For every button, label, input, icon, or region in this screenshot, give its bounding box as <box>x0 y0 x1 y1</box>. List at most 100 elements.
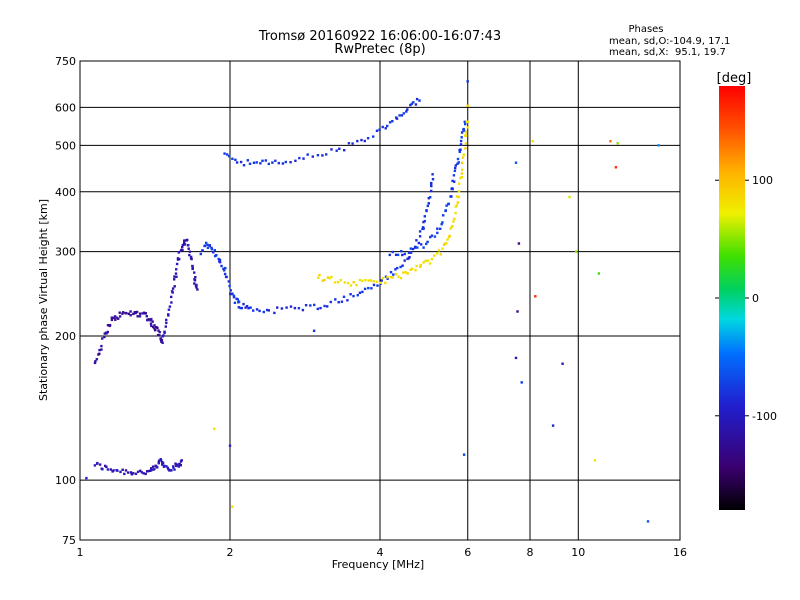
echo-point <box>414 268 417 272</box>
echo-point <box>276 306 279 309</box>
echo-point <box>235 161 239 164</box>
echo-point <box>404 271 407 274</box>
echo-point <box>171 287 175 290</box>
echo-point <box>223 269 226 272</box>
echo-point <box>551 424 555 427</box>
echo-point <box>336 281 340 284</box>
echo-point <box>255 161 258 164</box>
echo-point <box>311 155 314 158</box>
echo-point <box>396 253 400 257</box>
y-tick-label: 75 <box>62 534 76 547</box>
echo-point <box>132 312 135 316</box>
echo-point <box>226 153 229 156</box>
echo-point <box>392 273 395 276</box>
echo-point <box>415 239 418 242</box>
echo-point <box>224 266 227 270</box>
echo-point <box>335 149 338 152</box>
echo-point <box>352 294 355 298</box>
x-tick-label: 16 <box>673 546 687 559</box>
x-tick-label: 6 <box>464 546 471 559</box>
echo-point <box>223 152 226 155</box>
echo-point <box>394 253 398 256</box>
echo-point <box>130 473 133 476</box>
echo-point <box>163 330 166 333</box>
echo-point <box>378 128 381 131</box>
echo-point <box>309 304 312 307</box>
echo-point <box>464 142 468 145</box>
echo-point <box>177 465 180 468</box>
echo-point <box>340 300 344 303</box>
echo-point <box>351 142 354 145</box>
echo-point <box>453 169 457 172</box>
echo-point <box>121 312 124 315</box>
echo-point <box>235 297 238 300</box>
echo-point <box>166 466 169 470</box>
echo-point <box>298 156 301 160</box>
echo-point <box>165 318 168 322</box>
echo-point <box>346 299 349 302</box>
echo-point <box>223 272 227 276</box>
echo-point <box>421 226 425 229</box>
echo-point <box>302 157 305 160</box>
echo-point <box>424 259 427 262</box>
echo-point <box>229 292 232 296</box>
echo-point <box>430 234 434 237</box>
echo-point <box>178 257 181 261</box>
echo-point <box>439 227 442 230</box>
echo-point <box>458 182 461 185</box>
echo-point <box>172 466 175 469</box>
x-tick-label: 8 <box>527 546 534 559</box>
echo-point <box>174 462 177 465</box>
echo-point <box>574 250 578 253</box>
echo-point <box>187 247 190 250</box>
echo-point <box>100 348 103 351</box>
echo-point <box>239 306 242 310</box>
echo-point <box>317 276 320 279</box>
x-tick-label: 4 <box>377 546 384 559</box>
y-tick-label: 300 <box>55 246 76 259</box>
echo-point <box>323 278 326 282</box>
echo-point <box>451 179 454 183</box>
echo-point <box>407 251 411 254</box>
echo-point <box>440 223 443 226</box>
echo-point <box>129 310 132 313</box>
echo-point <box>205 241 208 245</box>
echo-point <box>419 263 422 267</box>
echo-point <box>454 164 457 167</box>
echo-point <box>118 311 121 314</box>
echo-point <box>147 318 150 321</box>
echo-point <box>342 295 346 298</box>
echo-point <box>255 308 259 311</box>
echo-point <box>210 248 214 251</box>
echo-point <box>183 239 187 242</box>
echo-point <box>423 219 426 223</box>
echo-point <box>199 252 202 256</box>
echo-point <box>452 174 456 177</box>
echo-point <box>161 461 165 465</box>
echo-point <box>361 290 364 294</box>
echo-point <box>149 322 153 325</box>
echo-point <box>394 268 397 271</box>
echo-point <box>417 241 421 245</box>
echo-point <box>363 139 366 143</box>
echo-point <box>252 161 256 164</box>
echo-point <box>145 315 148 318</box>
echo-point <box>165 465 168 468</box>
colorbar-tick-label: 100 <box>752 174 773 187</box>
echo-point <box>593 459 597 462</box>
axis-ticks: 1 2 4 6 8 10 16 75 100 200 300 400 500 600 750 <box>55 55 687 559</box>
echo-point <box>425 242 428 246</box>
echo-point <box>464 122 467 126</box>
echo-point <box>173 278 176 281</box>
echo-point <box>446 238 449 241</box>
echo-point <box>386 124 389 128</box>
echo-point <box>561 362 564 365</box>
echo-point <box>170 295 173 299</box>
echo-point <box>319 306 322 310</box>
echo-point <box>261 159 264 162</box>
echo-point <box>173 285 176 288</box>
echo-point <box>394 273 398 276</box>
echo-point <box>321 279 324 282</box>
echo-point <box>328 276 331 280</box>
echo-point <box>218 258 222 262</box>
